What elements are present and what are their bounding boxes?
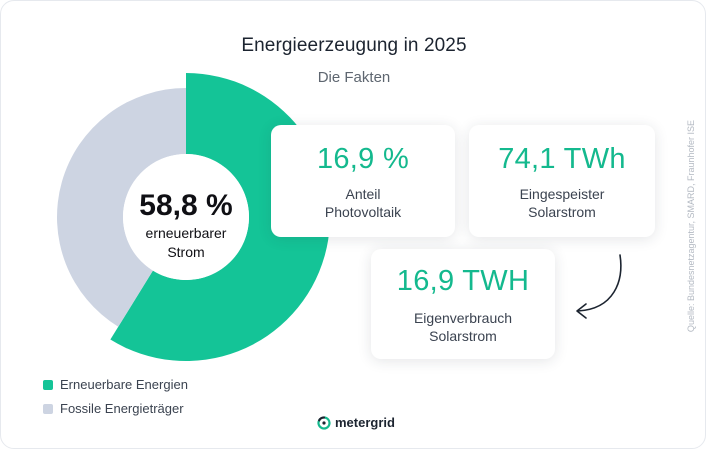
donut-slice-fossil [57,88,186,327]
brand-logo: metergrid [317,415,395,430]
stat-value: 16,9 TWH [396,265,530,297]
donut-center-value: 58,8 % [139,189,233,222]
stat-card-fed-in-solar: 74,1 TWh Eingespeister Solarstrom [469,125,655,237]
stat-card-photovoltaik-share: 16,9 % Anteil Photovoltaik [271,125,455,237]
brand-name: metergrid [335,415,395,430]
stat-label: Anteil Photovoltaik [271,185,455,221]
legend-item-renewables: Erneuerbare Energien [43,377,188,392]
legend-swatch-fossil [43,404,53,414]
stat-label-line1: Anteil [345,186,381,202]
stat-value: 16,9 % [316,143,410,175]
donut-center-label: erneuerbarer Strom [124,224,248,262]
stat-label-line2: Solarstrom [429,328,497,344]
source-text: Quelle: Bundesnetzagentur, SMARD, Fraunh… [686,119,696,333]
chart-subtitle: Die Fakten [317,69,391,86]
legend-swatch-renewables [43,380,53,390]
stat-label: Eingespeister Solarstrom [469,185,655,221]
donut-center-label-line1: erneuerbarer [145,225,227,241]
stat-label-line2: Photovoltaik [324,204,402,220]
stat-label-line2: Solarstrom [528,204,596,220]
stat-label-line1: Eigenverbrauch [413,310,513,326]
curved-arrow-icon [576,254,622,319]
legend-label: Fossile Energieträger [60,401,184,416]
chart-title: Energieerzeugung in 2025 [241,35,467,56]
legend-label: Erneuerbare Energien [60,377,188,392]
legend-item-fossil: Fossile Energieträger [43,401,184,416]
donut-center-label-line2: Strom [167,244,205,260]
stat-label-line1: Eingespeister [519,186,605,202]
donut-hole [123,154,249,280]
stat-value: 74,1 TWh [498,143,626,175]
metergrid-logo-icon [317,416,331,430]
stat-label: Eigenverbrauch Solarstrom [371,309,555,345]
stat-card-self-consumption: 16,9 TWH Eigenverbrauch Solarstrom [371,249,555,359]
